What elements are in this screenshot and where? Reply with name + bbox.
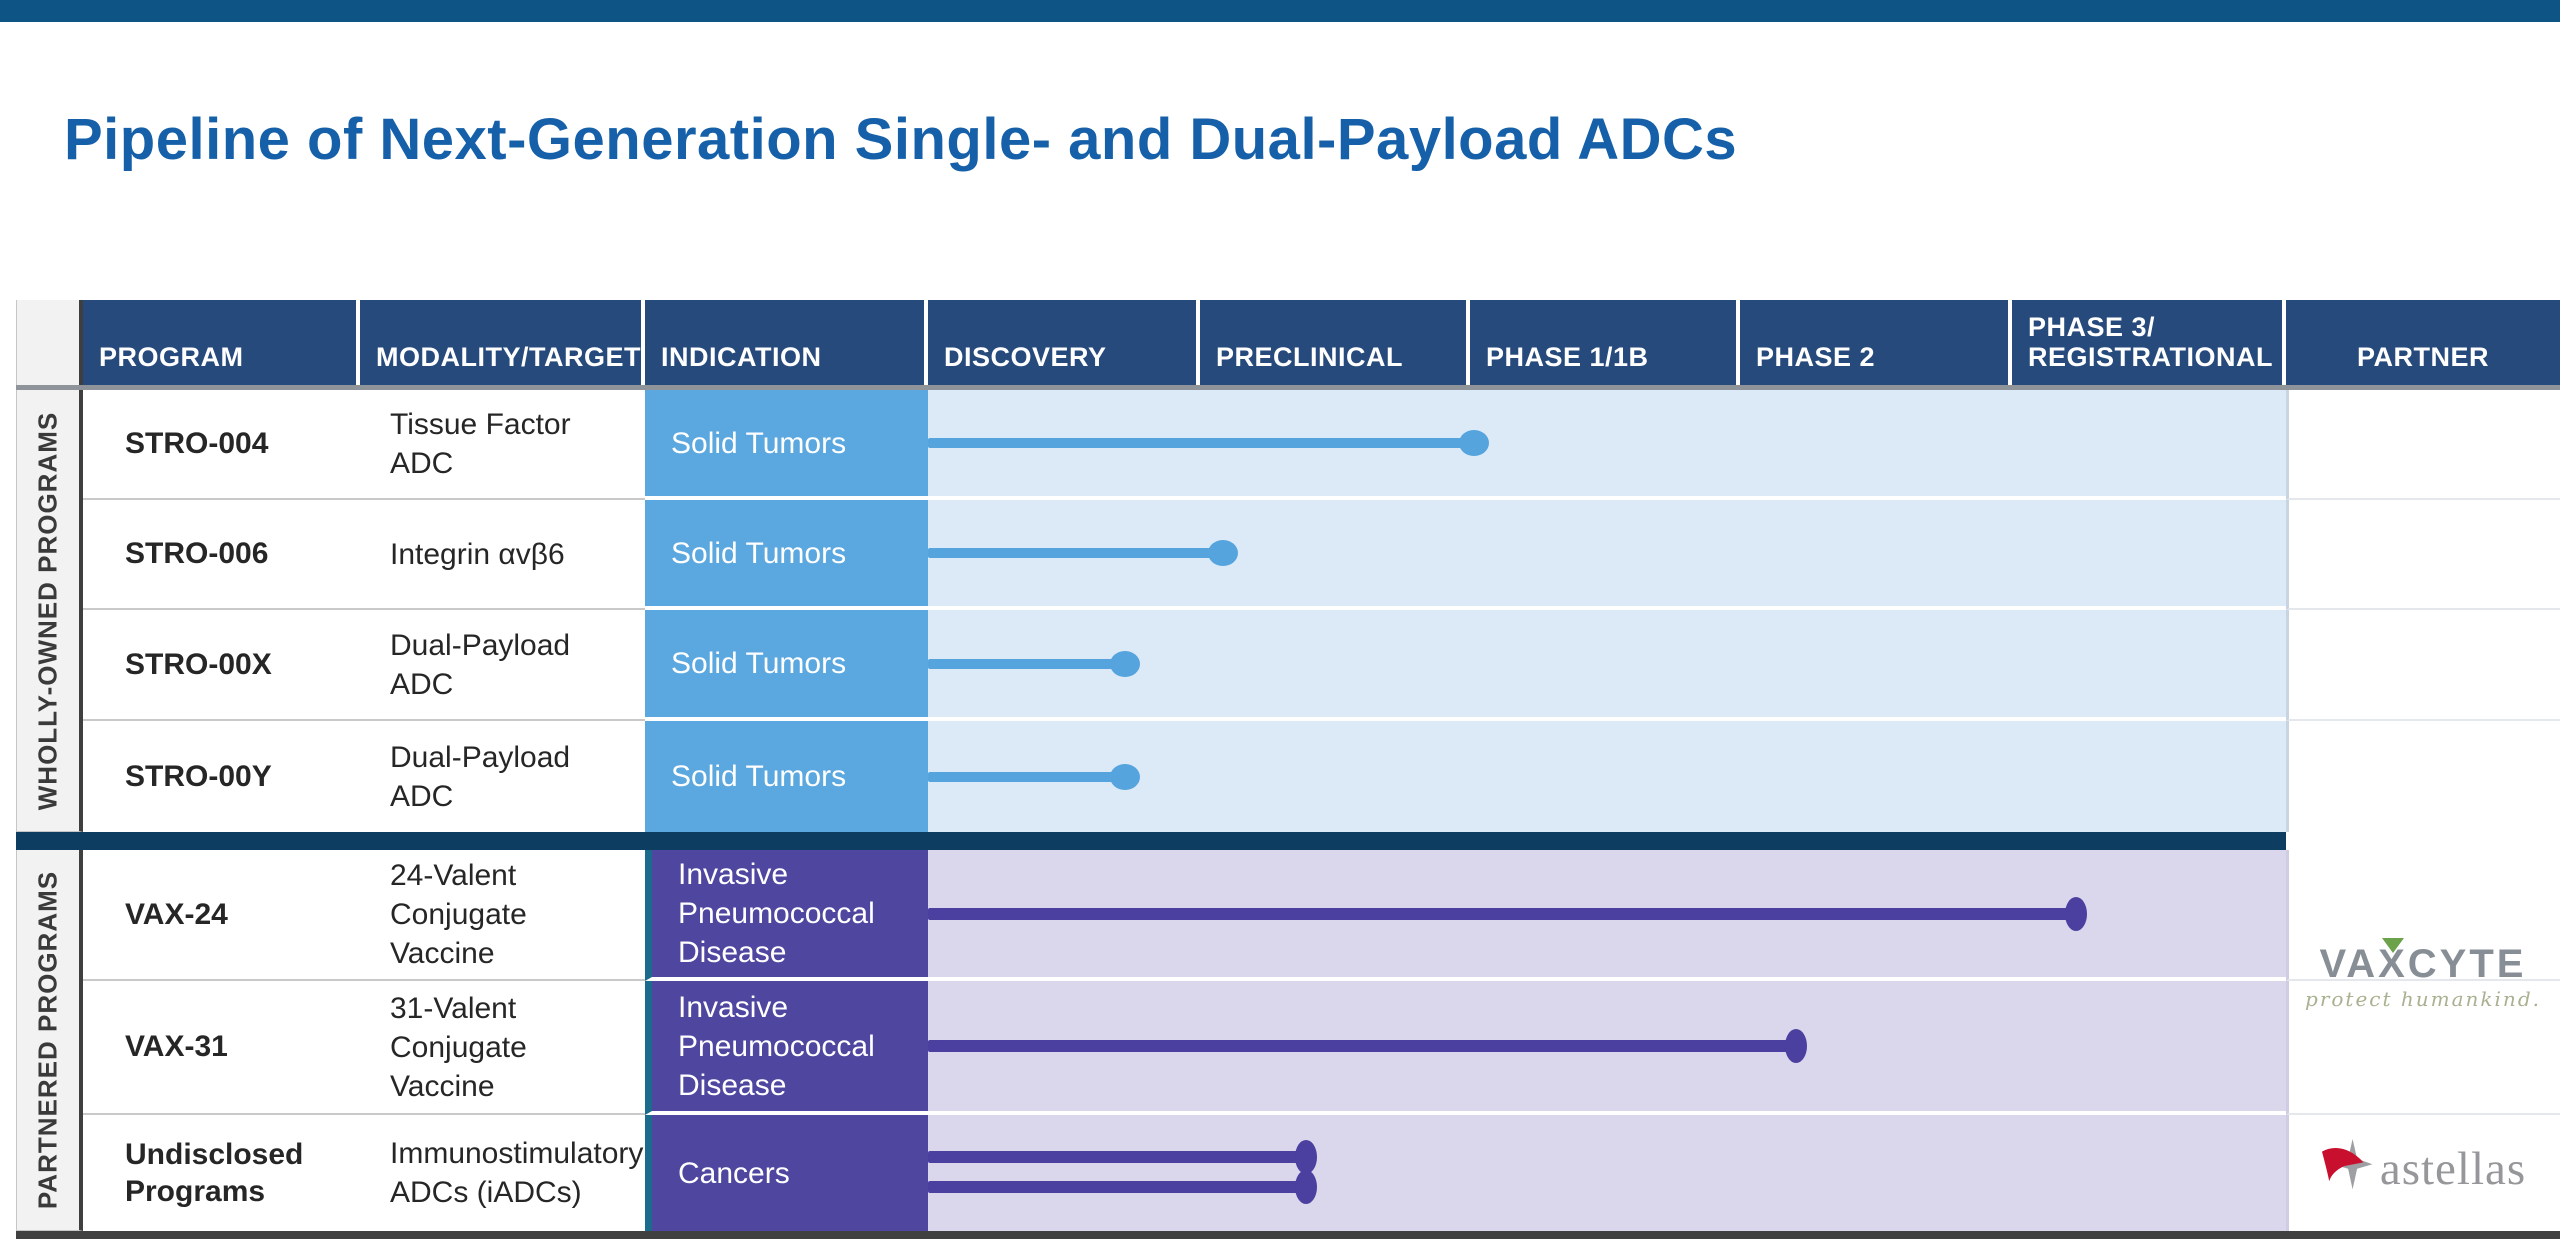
timeline-cell bbox=[928, 721, 2286, 832]
header-preclinical: PRECLINICAL bbox=[1200, 300, 1470, 385]
vaxcyte-logo: VAXCYTE protect humankind. bbox=[2296, 942, 2550, 1011]
indication-cell: Invasive Pneumococcal Disease bbox=[645, 850, 928, 981]
program-cell: VAX-24 bbox=[83, 850, 360, 981]
timeline-cell bbox=[928, 390, 2286, 500]
timeline-cell bbox=[928, 850, 2286, 981]
vaxcyte-tagline: protect humankind. bbox=[2305, 987, 2541, 1011]
program-cell: Undisclosed Programs bbox=[83, 1115, 360, 1231]
partner-cell bbox=[2286, 721, 2560, 832]
timeline-cell bbox=[928, 500, 2286, 610]
modality-cell: Immunostimulatory ADCs (iADCs) bbox=[360, 1115, 645, 1231]
partner-cell bbox=[2286, 390, 2560, 500]
pipeline-table: PROGRAM MODALITY/TARGET INDICATION DISCOVER… bbox=[16, 300, 2560, 1239]
astellas-star-icon bbox=[2321, 1139, 2373, 1190]
page-title: Pipeline of Next-Generation Single- and … bbox=[64, 107, 1738, 172]
pipeline-bar-dot bbox=[1458, 430, 1489, 456]
pipeline-bar-line bbox=[928, 1040, 1796, 1052]
pipeline-bar-dot bbox=[1109, 650, 1140, 677]
pipeline-bar-dot bbox=[1207, 540, 1238, 566]
pipeline-bar-dot bbox=[1294, 1140, 1317, 1174]
header-phase-3-registrational: PHASE 3/ REGISTRATIONAL bbox=[2012, 300, 2286, 385]
timeline-cell bbox=[928, 981, 2286, 1115]
timeline-cell bbox=[928, 610, 2286, 721]
indication-cell: Solid Tumors bbox=[645, 390, 928, 500]
pipeline-bar-line bbox=[928, 548, 1223, 558]
pipeline-bar-line bbox=[928, 658, 1125, 669]
partner-cell bbox=[2286, 981, 2560, 1115]
top-accent-bar bbox=[0, 0, 2560, 22]
header-modality-target: MODALITY/TARGET bbox=[360, 300, 645, 385]
indication-cell: Cancers bbox=[645, 1115, 928, 1231]
modality-cell: Dual-Payload ADC bbox=[360, 721, 645, 832]
pipeline-bar-dot bbox=[1784, 1029, 1807, 1063]
program-cell: STRO-004 bbox=[83, 390, 360, 500]
vaxcyte-x-icon: X bbox=[2378, 942, 2408, 986]
program-cell: STRO-006 bbox=[83, 500, 360, 610]
indication-cell: Solid Tumors bbox=[645, 500, 928, 610]
header-discovery: DISCOVERY bbox=[928, 300, 1200, 385]
section-label: PARTNERED PROGRAMS bbox=[32, 870, 63, 1210]
program-cell: STRO-00X bbox=[83, 610, 360, 721]
table-bottom-bar bbox=[16, 1231, 2560, 1239]
table-header-row: PROGRAM MODALITY/TARGET INDICATION DISCOVER… bbox=[16, 300, 2560, 390]
astellas-wordmark: astellas bbox=[2379, 1143, 2527, 1195]
partner-cell bbox=[2286, 500, 2560, 610]
indication-cell: Invasive Pneumococcal Disease bbox=[645, 981, 928, 1115]
vaxcyte-wordmark: VAXCYTE bbox=[2319, 942, 2527, 986]
section-side-strip: PARTNERED PROGRAMS bbox=[16, 850, 83, 1231]
timeline-cell bbox=[928, 1115, 2286, 1231]
header-phase-1-1b: PHASE 1/1B bbox=[1470, 300, 1740, 385]
indication-cell: Solid Tumors bbox=[645, 721, 928, 832]
partner-cell bbox=[2286, 850, 2560, 981]
header-spacer bbox=[16, 300, 83, 385]
pipeline-bar-line bbox=[928, 1181, 1306, 1193]
modality-cell: 24-Valent Conjugate Vaccine bbox=[360, 850, 645, 981]
astellas-logo: astellas bbox=[2296, 1139, 2550, 1196]
pipeline-bar-dot bbox=[2064, 896, 2087, 931]
indication-cell: Solid Tumors bbox=[645, 610, 928, 721]
program-cell: VAX-31 bbox=[83, 981, 360, 1115]
section-label: WHOLLY-OWNED PROGRAMS bbox=[32, 411, 63, 810]
section-partnered: PARTNERED PROGRAMS VAX-24 24-Valent Conjug… bbox=[16, 850, 2560, 1231]
header-partner: PARTNER bbox=[2286, 300, 2560, 385]
section-side-strip: WHOLLY-OWNED PROGRAMS bbox=[16, 390, 83, 832]
section-divider-bar bbox=[16, 832, 2286, 850]
modality-cell: Dual-Payload ADC bbox=[360, 610, 645, 721]
pipeline-bar-line bbox=[928, 1151, 1306, 1163]
program-cell: STRO-00Y bbox=[83, 721, 360, 832]
table-body: WHOLLY-OWNED PROGRAMS STRO-004 Tissue Fact… bbox=[16, 390, 2560, 1239]
pipeline-bar-dot bbox=[1109, 763, 1140, 790]
pipeline-bar-line bbox=[928, 907, 2076, 920]
pipeline-bar-dot bbox=[1294, 1170, 1317, 1204]
header-program: PROGRAM bbox=[83, 300, 360, 385]
pipeline-bar-line bbox=[928, 771, 1125, 782]
header-indication: INDICATION bbox=[645, 300, 928, 385]
modality-cell: Integrin αvβ6 bbox=[360, 500, 645, 610]
modality-cell: 31-Valent Conjugate Vaccine bbox=[360, 981, 645, 1115]
modality-cell: Tissue Factor ADC bbox=[360, 390, 645, 500]
section-wholly-owned: WHOLLY-OWNED PROGRAMS STRO-004 Tissue Fact… bbox=[16, 390, 2560, 832]
pipeline-bar-line bbox=[928, 438, 1474, 448]
partner-cell bbox=[2286, 610, 2560, 721]
header-phase-2: PHASE 2 bbox=[1740, 300, 2012, 385]
